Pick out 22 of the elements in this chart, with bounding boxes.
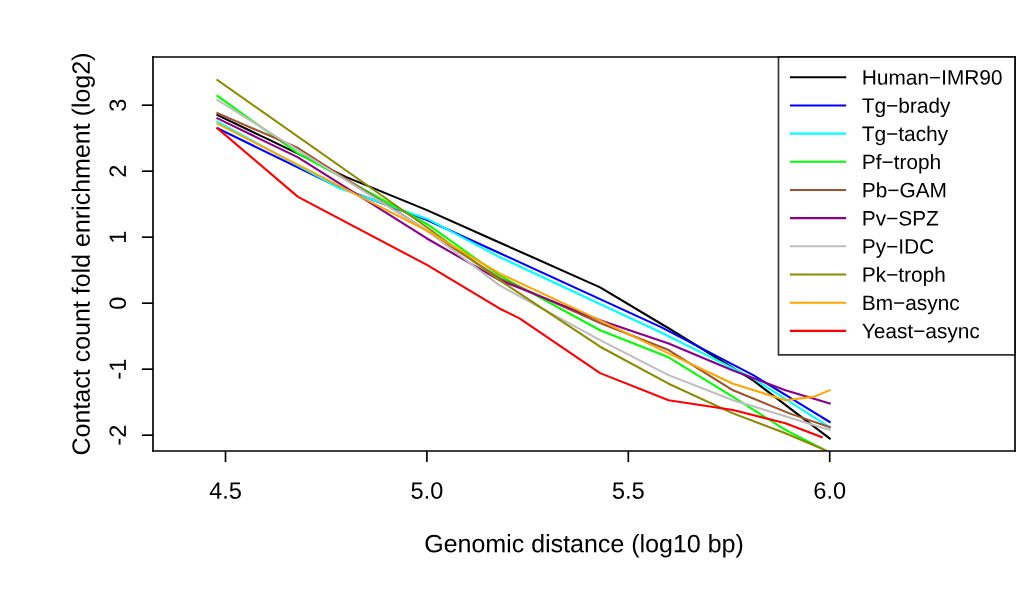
y-tick-label: -1 bbox=[109, 359, 126, 379]
x-axis-title: Genomic distance (log10 bp) bbox=[425, 534, 743, 558]
y-axis-title: Contact count fold enrichment (log2) bbox=[71, 54, 95, 455]
legend-label: Py−IDC bbox=[863, 239, 934, 258]
y-tick-label: 1 bbox=[109, 231, 126, 242]
legend-label: Pb−GAM bbox=[863, 182, 946, 198]
legend-label: Pv−SPZ bbox=[863, 210, 939, 226]
x-tick-label: 4.5 bbox=[209, 482, 241, 499]
y-tick-label: 0 bbox=[109, 297, 127, 309]
y-tick-label: 3 bbox=[109, 99, 127, 111]
legend-label: Bm−async bbox=[863, 295, 960, 315]
legend-label: Human−IMR90 bbox=[863, 70, 1002, 85]
y-tick-label: 2 bbox=[109, 165, 126, 177]
x-tick-label: 5.0 bbox=[411, 482, 443, 499]
legend-label: Yeast−async bbox=[862, 323, 980, 343]
x-tick-label: 5.5 bbox=[612, 482, 644, 499]
legend-label: Tg−brady bbox=[862, 97, 951, 118]
y-tick-label: -2 bbox=[109, 425, 126, 445]
legend-label: Pf−troph bbox=[863, 154, 940, 174]
legend-label: Tg−tachy bbox=[862, 125, 949, 146]
x-tick-label: 6.0 bbox=[814, 482, 846, 499]
legend-label: Pk−troph bbox=[863, 266, 945, 287]
